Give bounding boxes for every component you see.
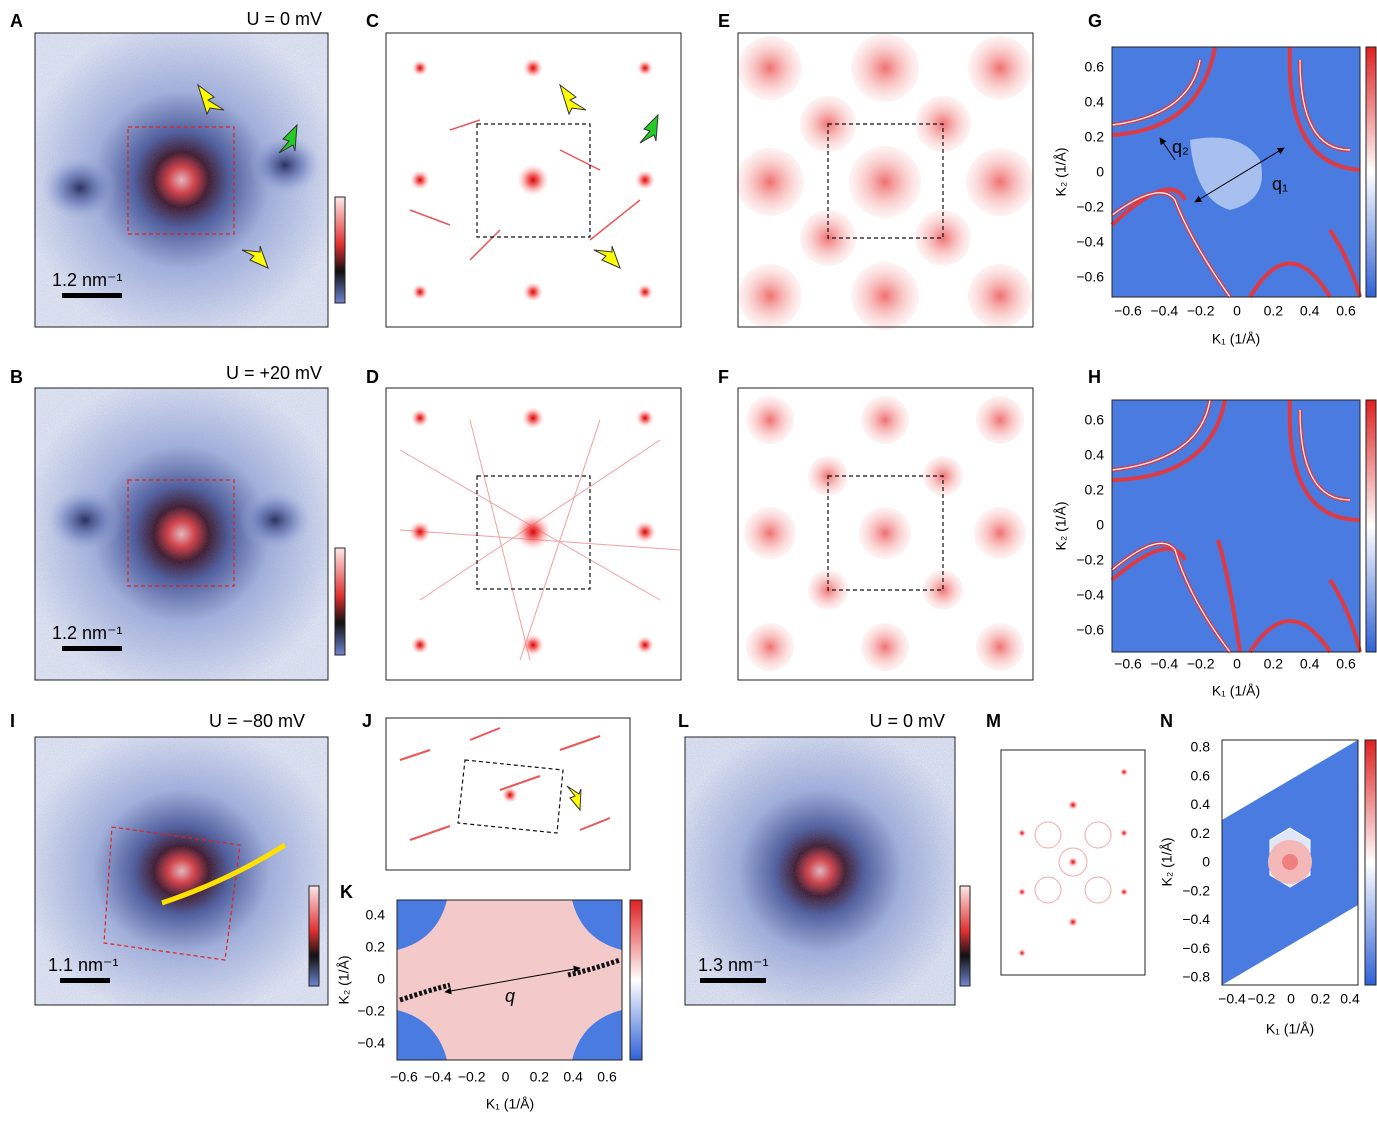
panel-letter: E [718,11,730,31]
panel-c-image [386,33,681,327]
y-tick-label: −0.2 [1076,552,1104,568]
bias-voltage: U = +20 mV [226,363,322,383]
y-tick-label: 0.6 [1085,59,1105,75]
annotation: q₁ [1272,174,1288,194]
x-tick-label: 0.4 [563,1069,583,1085]
panel-letter: H [1088,367,1101,387]
panel-letter: G [1088,11,1102,31]
y-tick-label: 0.2 [1085,129,1105,145]
x-axis-label: K₁ (1/Å) [486,1096,534,1112]
panel-letter: L [678,711,689,731]
panel-letter: I [10,711,15,731]
y-axis-label: K₂ (1/Å) [1159,838,1175,887]
y-tick-label: −0.8 [1182,969,1210,985]
y-tick-label: 0.4 [1085,447,1105,463]
x-tick-label: 0.4 [1340,991,1360,1007]
x-tick-label: −0.4 [1218,991,1246,1007]
x-tick-label: −0.4 [424,1069,452,1085]
y-tick-label: 0.6 [1085,412,1105,428]
panel-g-image [1112,47,1376,297]
x-tick-label: −0.4 [1151,303,1179,319]
x-tick-label: −0.6 [1114,303,1142,319]
y-tick-label: −0.2 [1182,882,1210,898]
x-axis-label: K₁ (1/Å) [1266,1021,1314,1037]
panel-letter: K [340,882,353,902]
bias-voltage: U = 0 mV [246,9,322,29]
x-tick-label: 0.2 [1264,656,1284,672]
x-axis-label: K₁ (1/Å) [1212,331,1260,347]
x-tick-label: 0.6 [597,1069,617,1085]
y-tick-label: 0.2 [1191,825,1211,841]
y-axis-label: K₂ (1/Å) [1053,502,1069,551]
x-tick-label: −0.6 [1114,656,1142,672]
panel-letter: J [362,711,372,731]
y-tick-label: −0.4 [1182,911,1210,927]
panel-m-image [1001,750,1145,975]
panel-e-image [736,33,1034,330]
y-tick-label: −0.6 [1182,940,1210,956]
x-tick-label: 0.4 [1300,656,1320,672]
y-tick-label: −0.6 [1076,622,1104,638]
figure: A B C D E F G H I J K L M N U = 0 mV U =… [0,0,1377,1117]
panel-d-image [386,388,681,680]
y-tick-label: 0.8 [1191,739,1211,755]
y-axis-label: K₂ (1/Å) [1053,148,1069,197]
y-tick-label: −0.2 [357,1003,385,1019]
y-tick-label: 0 [1096,164,1104,180]
panel-letter: C [366,11,379,31]
scale-bar-label: 1.1 nm⁻¹ [48,955,119,975]
panel-letter: F [718,367,729,387]
y-tick-label: 0.4 [1191,796,1211,812]
scale-bar-label: 1.2 nm⁻¹ [52,623,123,643]
scale-bar-label: 1.3 nm⁻¹ [698,955,769,975]
annotation: q₂ [1172,137,1189,157]
x-tick-label: 0 [1233,303,1241,319]
x-tick-label: 0 [1287,991,1295,1007]
panel-letter: B [10,367,23,387]
y-tick-label: −0.2 [1076,199,1104,215]
x-tick-label: −0.2 [1248,991,1276,1007]
y-tick-label: 0 [1202,854,1210,870]
panel-letter: N [1160,711,1173,731]
y-tick-label: −0.4 [1076,234,1104,250]
panel-letter: A [10,11,23,31]
x-tick-label: 0.4 [1300,303,1320,319]
panel-letter: D [366,367,379,387]
x-tick-label: −0.2 [1187,303,1215,319]
y-tick-label: 0 [1096,517,1104,533]
y-tick-label: 0.2 [366,939,386,955]
panel-h-image [1112,400,1376,652]
y-tick-label: −0.6 [1076,269,1104,285]
y-tick-label: 0.6 [1191,767,1211,783]
x-tick-label: 0.2 [1264,303,1284,319]
annotation: q [505,986,515,1006]
x-tick-label: −0.2 [458,1069,486,1085]
y-tick-label: 0.4 [366,907,386,923]
x-tick-label: 0.2 [1311,991,1331,1007]
y-tick-label: −0.4 [1076,587,1104,603]
x-tick-label: −0.2 [1187,656,1215,672]
panel-f-image [738,388,1033,680]
x-tick-label: 0.6 [1336,303,1356,319]
x-tick-label: 0 [502,1069,510,1085]
scale-bar-label: 1.2 nm⁻¹ [52,270,123,290]
panel-k-image [397,900,642,1060]
x-tick-label: −0.4 [1151,656,1179,672]
y-tick-label: 0.2 [1085,482,1105,498]
bias-voltage: U = −80 mV [209,711,305,731]
x-tick-label: 0.2 [530,1069,550,1085]
panel-n-image [1222,740,1376,985]
x-tick-label: −0.6 [390,1069,418,1085]
x-axis-label: K₁ (1/Å) [1212,683,1260,699]
y-tick-label: 0 [377,971,385,987]
x-tick-label: 0 [1233,656,1241,672]
panel-letter: M [986,711,1001,731]
y-tick-label: 0.4 [1085,94,1105,110]
x-tick-label: 0.6 [1336,656,1356,672]
panel-j-image [386,718,630,870]
y-tick-label: −0.4 [357,1035,385,1051]
bias-voltage: U = 0 mV [869,711,945,731]
y-axis-label: K₂ (1/Å) [336,956,352,1005]
